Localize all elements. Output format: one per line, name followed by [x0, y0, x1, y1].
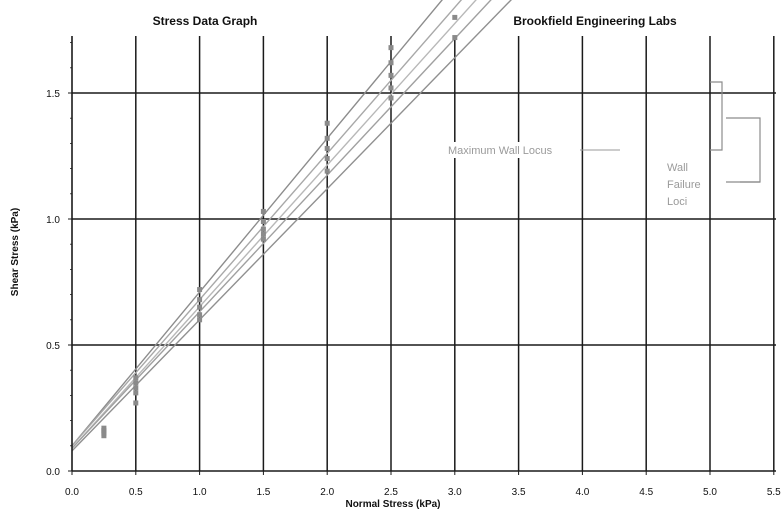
- data-point: [260, 208, 266, 214]
- annotation-brackets: [580, 81, 761, 183]
- x-tick-label: 4.0: [575, 487, 589, 498]
- x-tick-label: 5.0: [703, 487, 717, 498]
- data-point: [388, 95, 394, 101]
- wall-locus-line: [71, 0, 463, 447]
- y-tick-label: 0.5: [46, 341, 60, 352]
- data-point: [452, 14, 458, 20]
- data-point: [197, 312, 203, 318]
- data-point: [101, 425, 107, 431]
- data-point: [260, 226, 266, 232]
- data-point: [133, 375, 139, 381]
- x-tick-label: 2.0: [320, 487, 334, 498]
- y-tick-label: 0.0: [46, 467, 60, 478]
- annotation-max-bg: [444, 142, 578, 158]
- y-axis-title: Shear Stress (kPa): [10, 208, 21, 296]
- data-point: [388, 45, 394, 51]
- data-points: [101, 14, 458, 439]
- annotation-failure: Failure: [667, 179, 701, 191]
- x-tick-label: 5.5: [767, 487, 781, 498]
- data-point: [388, 85, 394, 91]
- data-point: [324, 156, 330, 162]
- data-point: [260, 231, 266, 237]
- data-point: [101, 433, 107, 439]
- x-tick-label: 0.5: [129, 487, 143, 498]
- grid: [72, 36, 776, 471]
- data-point: [133, 385, 139, 391]
- data-point: [197, 317, 203, 323]
- y-tick-label: 1.5: [46, 89, 60, 100]
- chart-subtitle: Brookfield Engineering Labs: [513, 14, 677, 28]
- wall-locus-line: [71, 0, 492, 449]
- data-point: [324, 120, 330, 126]
- data-point: [388, 60, 394, 66]
- wall-locus-line: [71, 0, 512, 452]
- annotation-wall: Wall: [667, 162, 688, 174]
- data-point: [388, 72, 394, 78]
- data-point: [197, 297, 203, 303]
- x-axis-title: Normal Stress (kPa): [345, 499, 440, 510]
- x-tick-label: 4.5: [639, 487, 653, 498]
- x-tick-label: 1.0: [193, 487, 207, 498]
- data-point: [324, 168, 330, 174]
- data-point: [452, 35, 458, 41]
- data-point: [324, 145, 330, 151]
- x-tick-label: 3.5: [512, 487, 526, 498]
- wall-locus-line: [71, 0, 477, 449]
- data-point: [101, 428, 107, 434]
- data-point: [133, 400, 139, 406]
- x-tick-label: 3.0: [448, 487, 462, 498]
- annotation-loci: Loci: [667, 196, 687, 208]
- data-point: [260, 236, 266, 242]
- x-axis-ticks: 0.0 0.5 1.0 1.5 2.0 2.5 3.0 3.5 4.0 4.5 5.0 5.5: [65, 471, 781, 498]
- max-locus-bracket: [710, 81, 723, 151]
- data-point: [324, 135, 330, 141]
- x-tick-label: 1.5: [256, 487, 270, 498]
- chart-title: Stress Data Graph: [153, 14, 258, 28]
- data-point: [197, 304, 203, 310]
- x-tick-label: 2.5: [384, 487, 398, 498]
- annotation-max-wall-locus: Maximum Wall Locus: [448, 145, 553, 157]
- data-point: [101, 430, 107, 436]
- data-point: [133, 390, 139, 396]
- data-point: [260, 219, 266, 225]
- y-tick-label: 1.0: [46, 215, 60, 226]
- data-point: [133, 380, 139, 386]
- data-point: [197, 287, 203, 293]
- x-tick-label: 0.0: [65, 487, 79, 498]
